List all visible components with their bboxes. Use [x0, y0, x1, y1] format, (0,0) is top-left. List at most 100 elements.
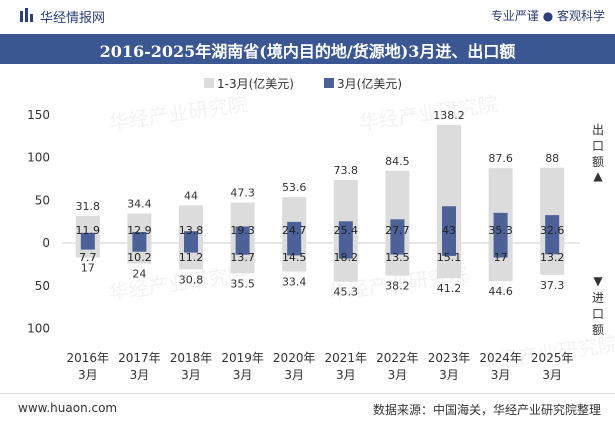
import-down-arrow-icon: ▼	[593, 274, 603, 288]
bar-3-5	[338, 221, 353, 259]
x-tick-month-7: 3月	[439, 368, 459, 382]
brand-logo-icon	[20, 8, 33, 22]
label-import-1-3-1: 24	[132, 268, 146, 281]
label-import-1-3-2: 30.8	[179, 273, 204, 286]
label-export-1-3-2: 44	[184, 189, 198, 202]
side-export-char: 额	[592, 155, 604, 169]
bar-3-3	[235, 226, 250, 255]
x-tick-month-4: 3月	[284, 368, 304, 382]
label-export-3-5: 25.4	[334, 224, 359, 237]
label-export-1-3-1: 34.4	[127, 198, 152, 211]
label-export-1-3-9: 88	[545, 152, 559, 165]
top-bar: 华经情报网 专业严谨 ● 客观科学	[0, 0, 615, 32]
x-tick-year-2: 2018年	[170, 351, 213, 365]
bar-3-1	[132, 231, 147, 252]
label-import-3-1: 10.2	[127, 251, 152, 264]
legend-label-1-3: 1-3月(亿美元)	[217, 76, 294, 91]
brand-name: 华经情报网	[40, 11, 106, 26]
label-import-1-3-6: 38.2	[385, 280, 410, 293]
bar-3-0	[80, 232, 95, 250]
footer-source: 数据来源：中国海关，华经产业研究院整理	[372, 403, 601, 417]
label-export-1-3-0: 31.8	[76, 200, 101, 213]
x-tick-month-2: 3月	[181, 368, 201, 382]
label-import-3-0: 7.7	[79, 251, 97, 264]
side-import-char: 口	[592, 307, 604, 321]
label-import-1-3-5: 45.3	[334, 286, 359, 299]
y-tick-label: 0	[42, 236, 50, 250]
title-bar: 2016-2025年湖南省(境内目的地/货源地)3月进、出口额	[0, 34, 615, 64]
bar-3-2	[184, 231, 198, 253]
x-tick-year-8: 2024年	[479, 351, 522, 365]
x-tick-month-3: 3月	[233, 368, 253, 382]
label-import-3-3: 13.7	[230, 251, 255, 264]
x-tick-year-7: 2023年	[428, 351, 471, 365]
tagline: 专业严谨 ● 客观科学	[490, 9, 605, 23]
y-tick-label: 50	[35, 193, 50, 207]
bars	[75, 124, 565, 282]
x-tick-month-5: 3月	[336, 368, 356, 382]
label-export-3-0: 11.9	[76, 224, 101, 237]
label-export-1-3-6: 84.5	[385, 155, 410, 168]
bar-3-7	[442, 206, 456, 256]
x-tick-year-5: 2021年	[325, 351, 368, 365]
y-tick-label: 50	[35, 279, 50, 293]
side-labels: 出口额▲▼进口额	[592, 123, 604, 337]
label-export-3-9: 32.6	[540, 224, 565, 237]
label-import-3-4: 14.5	[282, 251, 307, 264]
label-import-1-3-8: 44.6	[488, 285, 513, 298]
bar-3-9	[545, 215, 560, 255]
label-import-1-3-7: 41.2	[437, 282, 462, 295]
bar-3-8	[493, 212, 508, 258]
x-tick-year-3: 2019年	[221, 351, 264, 365]
label-export-1-3-8: 87.6	[488, 152, 513, 165]
footer-website: www.huaon.com	[18, 401, 118, 415]
x-tick-year-9: 2025年	[531, 351, 574, 365]
legend-swatch-1-3	[204, 78, 214, 88]
label-import-1-3-4: 33.4	[282, 276, 307, 289]
label-export-3-1: 12.9	[127, 224, 152, 237]
y-tick-label: 100	[27, 322, 50, 336]
x-axis: 2016年 3月 2017年 3月 2018年 3月 2019年 3月 2020年 3月 2021年…	[67, 351, 574, 382]
label-export-1-3-3: 47.3	[230, 187, 255, 200]
x-tick-month-1: 3月	[130, 368, 150, 382]
label-export-1-3-7: 138.2	[433, 109, 465, 122]
chart-title: 2016-2025年湖南省(境内目的地/货源地)3月进、出口额	[99, 42, 516, 61]
y-tick-label: 150	[27, 108, 50, 122]
side-import-char: 额	[592, 323, 604, 337]
x-tick-year-4: 2020年	[273, 351, 316, 365]
label-import-3-8: 17	[494, 251, 508, 264]
watermark-text: 华经产业研究院	[357, 92, 499, 135]
label-import-3-9: 13.2	[540, 251, 565, 264]
label-import-1-3-3: 35.5	[230, 277, 255, 290]
x-tick-month-6: 3月	[388, 368, 408, 382]
data-labels: 31.8 17 11.9 7.7 34.4 24 12.9 10.2 44 30.8 13.8 11.…	[76, 109, 565, 299]
side-export-char: 口	[592, 139, 604, 153]
legend-swatch-3	[324, 78, 334, 88]
y-tick-label: 100	[27, 151, 50, 165]
label-export-3-7: 43	[442, 224, 456, 237]
x-tick-year-1: 2017年	[118, 351, 161, 365]
label-import-3-7: 15.1	[437, 251, 462, 264]
label-export-1-3-5: 73.8	[334, 164, 359, 177]
x-tick-month-8: 3月	[491, 368, 511, 382]
legend: 1-3月(亿美元) 3月(亿美元)	[204, 76, 402, 91]
side-import-char: 进	[592, 291, 604, 305]
x-tick-month-9: 3月	[542, 368, 562, 382]
label-export-3-4: 24.7	[282, 224, 307, 237]
label-import-3-5: 18.2	[334, 251, 359, 264]
side-export-char: 出	[592, 123, 604, 137]
label-import-3-6: 13.5	[385, 251, 410, 264]
x-tick-year-0: 2016年	[67, 351, 110, 365]
label-export-3-3: 19.3	[230, 224, 255, 237]
bar-3-6	[390, 219, 405, 255]
label-export-1-3-4: 53.6	[282, 181, 307, 194]
footer: www.huaon.com 数据来源：中国海关，华经产业研究院整理	[0, 393, 615, 427]
x-tick-month-0: 3月	[78, 368, 98, 382]
label-export-3-8: 35.3	[488, 224, 513, 237]
label-import-1-3-9: 37.3	[540, 279, 565, 292]
label-export-3-2: 13.8	[179, 224, 204, 237]
label-import-3-2: 11.2	[179, 251, 204, 264]
watermark-text: 华经产业研究院	[107, 92, 249, 135]
